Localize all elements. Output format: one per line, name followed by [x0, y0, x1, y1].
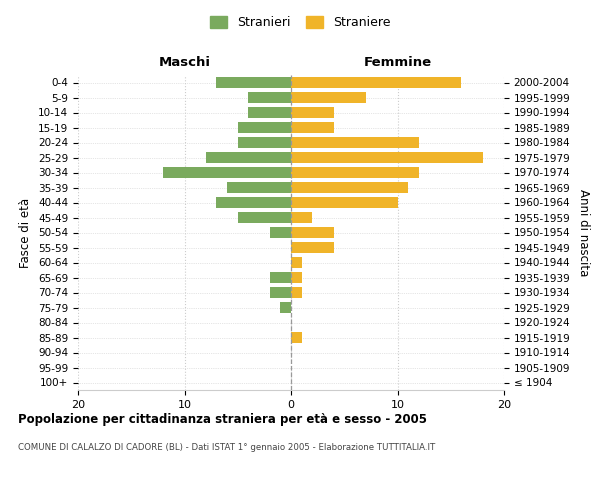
Bar [291, 152, 483, 163]
Text: COMUNE DI CALALZO DI CADORE (BL) - Dati ISTAT 1° gennaio 2005 - Elaborazione TUT: COMUNE DI CALALZO DI CADORE (BL) - Dati … [18, 442, 435, 452]
Bar [227, 182, 291, 193]
Bar [248, 107, 291, 118]
Bar [206, 152, 291, 163]
Bar [248, 92, 291, 103]
Bar [270, 272, 291, 283]
Bar [291, 107, 334, 118]
Bar [291, 167, 419, 178]
Bar [238, 137, 291, 148]
Bar [291, 197, 398, 208]
Bar [291, 287, 302, 298]
Bar [280, 302, 291, 313]
Text: Popolazione per cittadinanza straniera per età e sesso - 2005: Popolazione per cittadinanza straniera p… [18, 412, 427, 426]
Bar [291, 92, 365, 103]
Bar [270, 227, 291, 238]
Bar [163, 167, 291, 178]
Bar [291, 77, 461, 88]
Bar [270, 287, 291, 298]
Text: Maschi: Maschi [158, 56, 211, 69]
Legend: Stranieri, Straniere: Stranieri, Straniere [205, 11, 395, 34]
Y-axis label: Fasce di età: Fasce di età [19, 198, 32, 268]
Bar [291, 242, 334, 253]
Bar [291, 272, 302, 283]
Bar [217, 77, 291, 88]
Bar [291, 122, 334, 133]
Bar [291, 182, 408, 193]
Bar [291, 332, 302, 343]
Bar [291, 227, 334, 238]
Y-axis label: Anni di nascita: Anni di nascita [577, 189, 590, 276]
Bar [238, 212, 291, 223]
Bar [217, 197, 291, 208]
Bar [291, 137, 419, 148]
Bar [238, 122, 291, 133]
Text: Femmine: Femmine [364, 56, 431, 69]
Bar [291, 257, 302, 268]
Bar [291, 212, 313, 223]
